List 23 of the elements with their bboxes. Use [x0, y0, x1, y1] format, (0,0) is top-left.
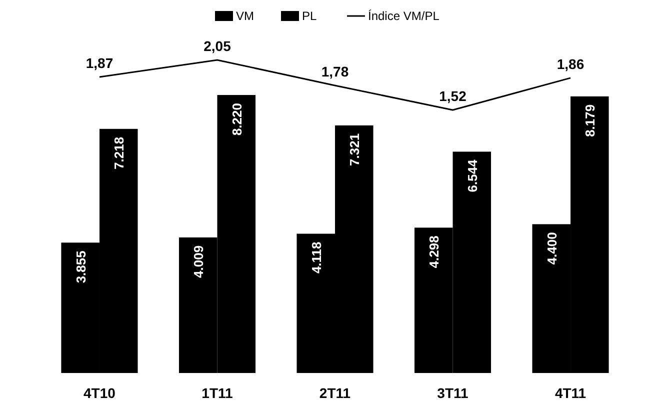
data-label: 4.400 — [544, 232, 560, 265]
legend-label: PL — [302, 9, 318, 23]
x-tick-label: 2T11 — [319, 385, 351, 401]
data-label: 3.855 — [73, 250, 88, 284]
data-label: 7.321 — [347, 133, 362, 166]
x-tick-label: 3T11 — [437, 385, 469, 401]
data-label: 7.218 — [112, 136, 127, 170]
data-label: 1,52 — [439, 88, 467, 104]
x-tick-label: 1T11 — [202, 385, 234, 401]
data-label: 8.179 — [582, 104, 598, 137]
legend-label: VM — [236, 9, 254, 23]
x-tick-label: 4T11 — [554, 385, 586, 401]
data-label: 6.544 — [464, 158, 480, 192]
x-tick-label: 4T10 — [84, 385, 116, 401]
data-label: 4.118 — [308, 242, 324, 274]
data-label: 1,78 — [321, 63, 349, 80]
data-label: 2,05 — [204, 38, 232, 54]
data-label: 4.009 — [191, 245, 206, 278]
legend-label: Índice VM/PL — [368, 9, 440, 23]
data-label: 8.220 — [229, 103, 244, 136]
data-label: 4.298 — [426, 236, 442, 268]
data-label: 1,86 — [556, 56, 584, 72]
data-label: 1,87 — [86, 54, 114, 71]
